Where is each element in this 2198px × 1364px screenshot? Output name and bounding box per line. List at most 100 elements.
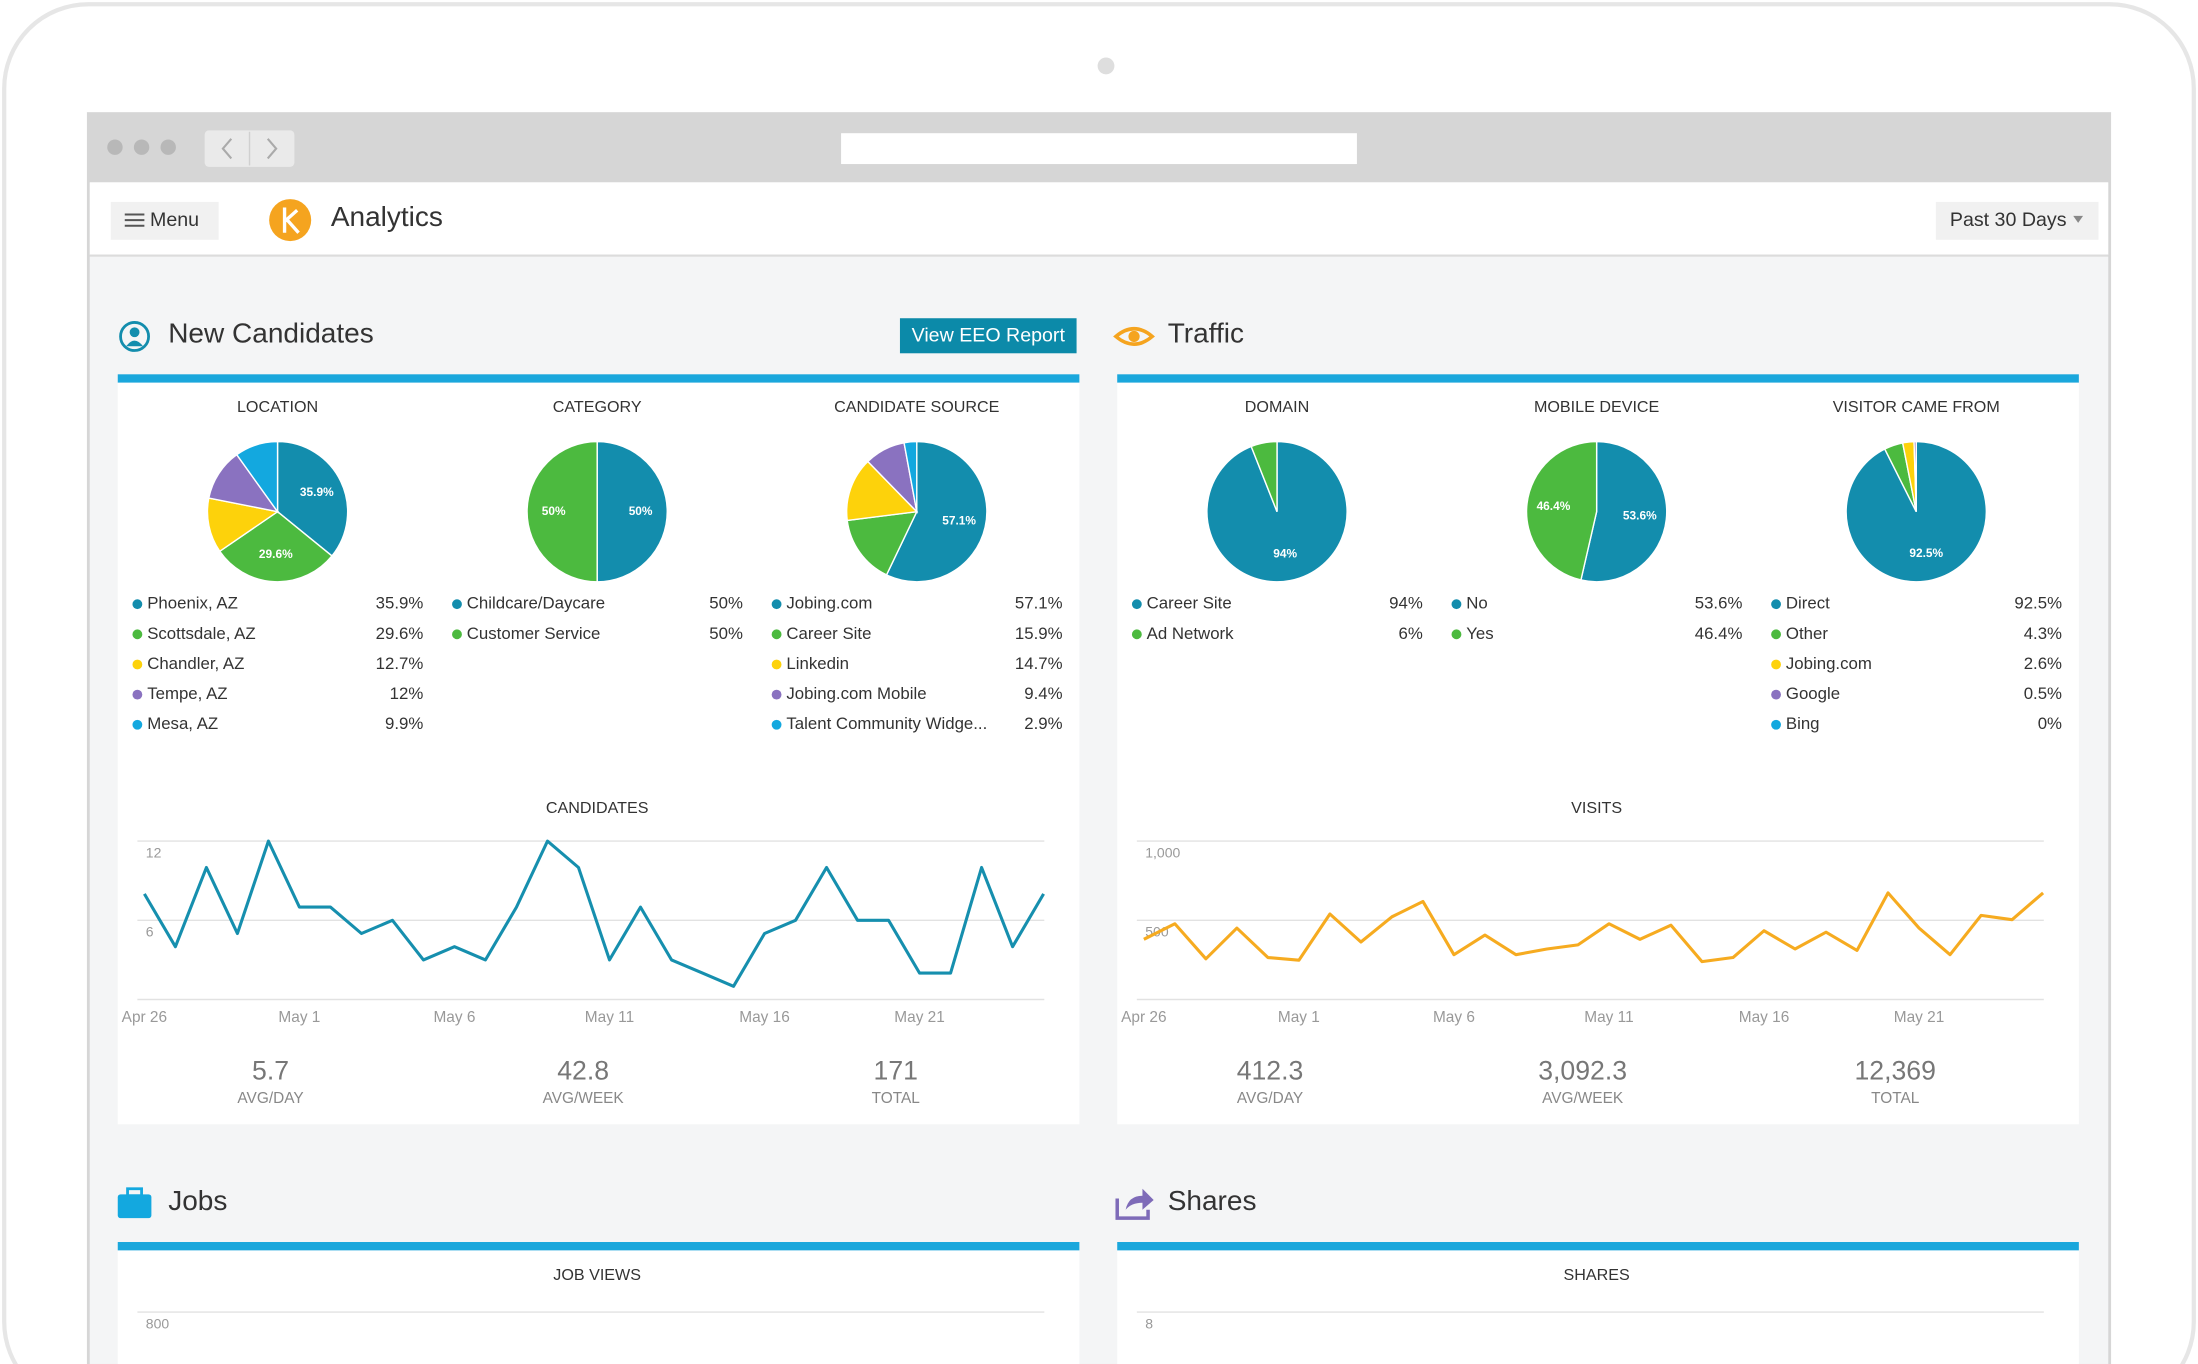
legend-label: Google [1786,684,1840,703]
legend-value: 4.3% [2024,624,2062,643]
legend-value: 2.9% [1024,714,1062,733]
legend-label: Direct [1786,594,1830,613]
legend-value: 94% [1389,594,1423,613]
legend-value: 50% [709,624,743,643]
legend-value: 12% [390,684,424,703]
person-icon [129,327,140,338]
pie-slice [903,440,918,512]
dashboard: New Candidates View EEO Report LOCATION 35.… [117,317,2079,1364]
pie-title: VISITOR CAME FROM [1833,398,2000,416]
stat-label: AVG/DAY [1237,1090,1303,1107]
pie-slice [1250,440,1278,512]
legend-dot [771,689,782,700]
pie-slice [1525,440,1598,581]
legend-value: 0.5% [2024,684,2062,703]
stat-value: 42.8 [557,1055,609,1085]
x-tick-label: May 1 [1278,1009,1320,1026]
x-tick-label: May 1 [278,1009,320,1026]
legend-dot [1771,659,1781,670]
forward-arrow [266,138,278,160]
legend-dot [1131,599,1142,610]
legend-dot [1131,629,1142,640]
legend-dot [771,659,782,670]
slice-label: 57.1% [942,513,976,527]
legend-value: 6% [1399,624,1423,643]
legend-value: 2.6% [2024,654,2062,673]
slice-label: 46.4% [1537,499,1571,513]
card [1117,1250,2079,1364]
section-title: Shares [1168,1185,1257,1216]
section-title: New Candidates [168,317,374,348]
x-tick-label: Apr 26 [122,1009,167,1026]
pie-slice [235,440,279,514]
legend-label: Bing [1786,714,1820,733]
eye-icon [1113,327,1155,346]
legend-value: 12.7% [376,654,424,673]
pie-slice [885,440,988,583]
pie-slice [846,460,919,522]
slice-label: 50% [542,504,566,518]
chart-title: CANDIDATES [546,799,649,817]
section-title: Jobs [168,1185,227,1216]
legend-label: Phoenix, AZ [147,594,238,613]
eeo-button[interactable] [899,318,1077,354]
stat-label: AVG/WEEK [1542,1090,1624,1107]
chart-title: JOB VIEWS [553,1266,641,1284]
stat-value: 412.3 [1237,1055,1304,1085]
legend-label: Career Site [786,624,871,643]
legend-dot [132,659,143,670]
x-tick-label: Apr 26 [1121,1009,1166,1026]
stat-value: 5.7 [252,1055,289,1085]
y-tick-label: 800 [146,1315,170,1331]
person-icon [119,321,150,352]
section-bar [117,374,1080,383]
legend-value: 9.9% [385,714,423,733]
x-tick-label: May 11 [585,1009,634,1026]
address-bar[interactable] [841,133,1357,165]
logo-mark [282,207,300,234]
person-icon [126,340,143,347]
eye-icon [1128,330,1140,343]
card [117,1250,1080,1364]
pie-title: CANDIDATE SOURCE [834,398,1000,416]
stat-value: 171 [874,1055,918,1085]
legend-label: Talent Community Widge... [786,714,987,733]
legend-label: Linkedin [786,654,849,673]
range-caret [2073,215,2084,223]
legend-label: Chandler, AZ [147,654,244,673]
eeo-button-label: View EEO Report [912,325,1066,347]
series-line [143,839,1045,988]
briefcase-icon [117,1194,152,1219]
pie-title: MOBILE DEVICE [1534,398,1660,416]
legend-dot [452,629,462,640]
legend-value: 50% [709,594,743,613]
stat-label: AVG/WEEK [543,1090,625,1107]
slice-label: 53.6% [1623,509,1657,523]
stat-label: TOTAL [872,1090,921,1107]
legend-label: Jobing.com Mobile [786,684,926,703]
series-line [1143,891,2045,964]
pie-slice [1580,440,1668,583]
legend-dot [1771,719,1781,730]
legend-dot [452,599,462,610]
window-dot [107,139,123,155]
slice-label: 29.6% [259,547,293,561]
slice-label: 50% [629,504,653,518]
legend-label: Other [1786,624,1828,643]
stat-value: 12,369 [1854,1055,1935,1085]
window-dot [133,139,150,155]
stat-label: TOTAL [1871,1090,1920,1107]
legend-value: 9.4% [1024,684,1062,703]
legend-value: 14.7% [1015,654,1063,673]
logo [269,199,312,242]
range-select[interactable] [1935,201,2099,240]
legend-dot [132,719,143,730]
legend-label: Jobing.com [786,594,872,613]
legend-value: 53.6% [1695,594,1743,613]
legend-label: Scottsdale, AZ [147,624,255,643]
x-tick-label: May 21 [894,1009,945,1026]
x-tick-label: May 16 [1739,1009,1790,1026]
y-tick-label: 1,000 [1145,844,1180,860]
legend-dot [132,629,143,640]
